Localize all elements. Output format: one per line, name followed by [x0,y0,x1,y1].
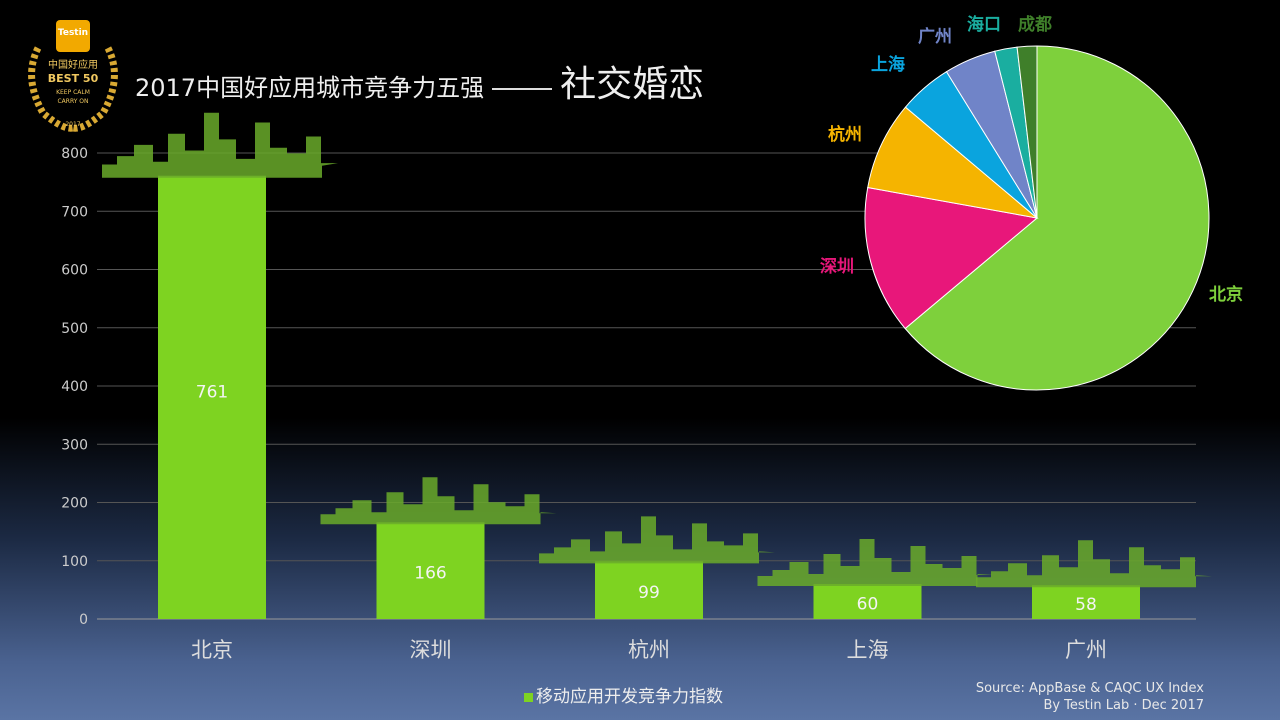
best50-badge-logo: Testin 中国好应用 BEST 50 KEEP CALM CARRY ON … [18,18,128,133]
bar [376,522,485,619]
bar [595,561,703,619]
y-tick-label: 700 [61,204,88,220]
pie-label: 成都 [1018,14,1052,35]
bar [158,175,266,619]
source-line: Source: AppBase & CAQC UX Index [975,681,1204,696]
skyline-silhouette [539,516,775,564]
y-tick-label: 400 [61,379,88,395]
pie-slice [864,186,1039,330]
pie-slice [1016,45,1038,219]
data-label: 761 [196,382,228,402]
data-label: 60 [857,595,879,615]
y-tick-label: 600 [61,263,88,279]
bar [1032,585,1140,619]
svg-text:2017: 2017 [65,121,80,128]
svg-text:BEST 50: BEST 50 [48,72,99,85]
x-tick-label: 深圳 [410,638,452,662]
title-main: 2017中国好应用城市竞争力五强 [135,74,485,102]
bar [813,584,922,619]
y-tick-label: 0 [79,612,88,628]
x-tick-label: 上海 [847,638,889,662]
pie-label: 杭州 [828,124,862,145]
x-tick-label: 广州 [1065,638,1107,662]
y-tick-label: 800 [61,146,88,162]
y-tick-label: 500 [61,321,88,337]
x-tick-label: 杭州 [628,638,670,662]
pie-label: 海口 [967,14,1001,35]
pie-slice [867,106,1039,219]
y-tick-label: 300 [61,437,88,453]
legend-swatch [524,693,533,702]
data-label: 166 [414,564,446,584]
title-sub: 社交婚恋 [560,64,705,105]
pie-label: 广州 [918,26,952,47]
credit-line: By Testin Lab · Dec 2017 [1043,698,1204,713]
svg-text:KEEP CALM: KEEP CALM [56,89,90,96]
skyline-silhouette [976,540,1212,588]
source-note: Source: AppBase & CAQC UX Index By Testi… [976,680,1204,714]
data-label: 99 [638,583,660,603]
data-label: 58 [1075,595,1097,615]
title-dash [492,88,553,90]
pie-label: 北京 [1209,284,1243,305]
y-tick-label: 100 [61,554,88,570]
pie-slice [904,45,1210,391]
legend-label: 移动应用开发竞争力指数 [536,687,723,707]
pie-label: 深圳 [820,256,854,277]
page-title: 2017中国好应用城市竞争力五强 社交婚恋 [135,55,704,107]
pie-label: 上海 [871,54,905,75]
svg-text:Testin: Testin [58,28,88,38]
y-tick-label: 200 [61,496,88,512]
svg-text:中国好应用: 中国好应用 [48,58,98,71]
legend: 移动应用开发竞争力指数 [524,682,723,707]
skyline-silhouette [757,539,994,587]
x-tick-label: 北京 [191,638,233,662]
svg-text:CARRY ON: CARRY ON [57,98,88,105]
skyline-silhouette [102,112,338,178]
skyline-silhouette [320,477,557,525]
